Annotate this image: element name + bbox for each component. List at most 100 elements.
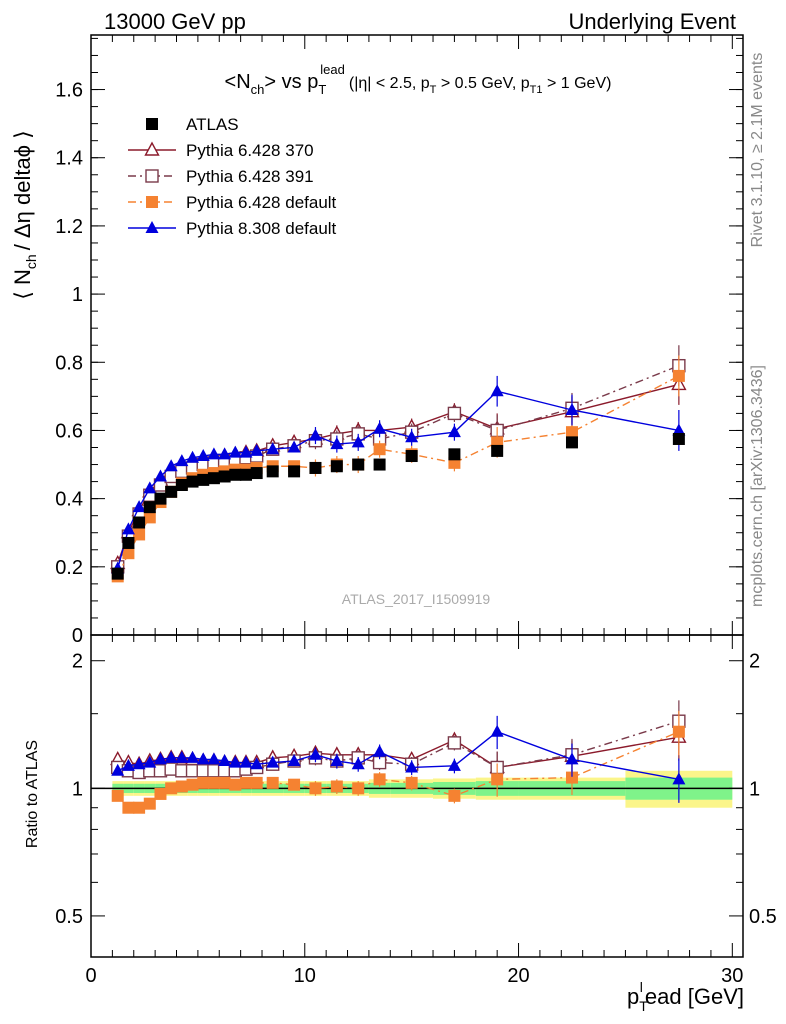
ratio-point bbox=[207, 776, 220, 789]
data-point bbox=[122, 547, 135, 560]
legend-entry: Pythia 6.428 370 bbox=[128, 141, 314, 160]
ratio-series-3 bbox=[111, 715, 686, 803]
ratio-point bbox=[186, 778, 199, 791]
x-tick-label: 0 bbox=[85, 965, 96, 987]
data-point bbox=[373, 458, 386, 471]
ratio-point bbox=[352, 782, 365, 795]
data-point bbox=[447, 406, 462, 421]
ratio-point bbox=[121, 758, 135, 771]
data-point bbox=[405, 450, 418, 463]
legend: ATLAS Pythia 6.428 370 Pythia 6.428 391 Pyt… bbox=[128, 115, 337, 238]
ratio-point bbox=[218, 776, 231, 789]
data-point bbox=[132, 500, 146, 513]
x-tick-label: 30 bbox=[721, 965, 743, 987]
legend-marker bbox=[145, 169, 159, 183]
ratio-point bbox=[565, 771, 578, 784]
legend-label: ATLAS bbox=[186, 115, 239, 134]
ratio-point bbox=[672, 725, 685, 738]
data-point bbox=[143, 481, 157, 494]
lower-panel-series bbox=[110, 700, 687, 814]
ratio-point bbox=[154, 787, 167, 800]
ratio-point bbox=[287, 754, 301, 767]
ratio-point bbox=[351, 757, 365, 770]
lower-y-tick-label: 2 bbox=[72, 651, 83, 673]
upper-y-tick-label: 0 bbox=[72, 625, 83, 647]
legend-marker bbox=[145, 221, 159, 233]
data-point bbox=[196, 449, 210, 462]
data-point bbox=[175, 479, 188, 491]
upper-panel-axes: 0 0.2 0.4 0.6 0.8 1 1.2 1.4 1.6 bbox=[55, 35, 743, 647]
data-point bbox=[207, 472, 220, 485]
ratio-point bbox=[239, 755, 253, 768]
ratio-point bbox=[288, 778, 301, 791]
ratio-point bbox=[330, 754, 344, 767]
series-2 bbox=[111, 345, 686, 574]
data-point bbox=[287, 440, 301, 453]
data-point bbox=[405, 430, 419, 443]
ratio-point bbox=[186, 750, 200, 763]
data-point bbox=[143, 501, 156, 514]
data-point bbox=[154, 492, 167, 505]
mcplots-label: mcplots.cern.ch [arXiv:1306.3436] bbox=[749, 365, 766, 607]
plot-title: <Nch> vs pTlead(|η| < 2.5, pT > 0.5 GeV,… bbox=[225, 62, 612, 97]
ratio-point bbox=[196, 752, 210, 765]
upper-y-axis-label: ⟨ Nch/ Δη deltaϕ ⟩ bbox=[10, 130, 39, 299]
data-point bbox=[218, 470, 231, 483]
data-point bbox=[373, 421, 387, 434]
ratio-point bbox=[143, 755, 157, 768]
ratio-point bbox=[228, 755, 242, 768]
data-point bbox=[491, 444, 504, 457]
upper-y-tick-label: 0.4 bbox=[55, 489, 83, 511]
data-point bbox=[218, 447, 232, 460]
ratio-point bbox=[490, 724, 504, 737]
data-point bbox=[373, 443, 386, 456]
ratio-point bbox=[250, 757, 264, 770]
data-point bbox=[351, 435, 365, 448]
series-4 bbox=[111, 375, 686, 574]
upper-y-tick-label: 1.6 bbox=[55, 80, 83, 102]
data-point bbox=[490, 384, 504, 397]
data-point bbox=[239, 468, 252, 481]
ratio-point bbox=[218, 754, 232, 767]
upper-y-tick-label: 1.4 bbox=[55, 148, 83, 170]
collision-label: 13000 GeV pp bbox=[104, 9, 246, 34]
ratio-point bbox=[175, 780, 188, 793]
data-point bbox=[448, 448, 461, 461]
lower-y-tick-label-right: 1 bbox=[749, 778, 760, 800]
data-point bbox=[228, 445, 242, 458]
data-point bbox=[121, 522, 135, 535]
legend-marker bbox=[146, 118, 158, 130]
data-point bbox=[133, 516, 146, 529]
x-axis-label: pTlead [GeV] bbox=[627, 979, 744, 1014]
data-point bbox=[565, 426, 578, 439]
ratio-point bbox=[405, 776, 418, 789]
upper-y-tick-label: 0.6 bbox=[55, 420, 83, 442]
upper-y-tick-label: 1.2 bbox=[55, 216, 83, 238]
ratio-point bbox=[229, 778, 242, 791]
x-tick-label: 10 bbox=[294, 965, 316, 987]
data-point bbox=[143, 511, 156, 524]
data-point bbox=[250, 443, 264, 456]
data-point bbox=[164, 459, 178, 472]
data-point bbox=[330, 437, 344, 450]
data-point bbox=[207, 447, 221, 460]
data-point bbox=[266, 465, 279, 478]
ratio-point bbox=[197, 776, 210, 789]
ratio-point bbox=[330, 780, 343, 793]
ratio-point bbox=[308, 747, 322, 760]
data-point bbox=[447, 425, 461, 438]
ratio-point bbox=[250, 776, 263, 789]
legend-marker bbox=[144, 141, 160, 156]
ratio-point bbox=[373, 744, 387, 757]
data-point bbox=[111, 567, 124, 580]
ratio-point bbox=[266, 776, 279, 789]
ratio-point bbox=[447, 736, 462, 750]
data-point bbox=[197, 473, 210, 486]
ratio-point bbox=[266, 755, 280, 768]
data-point bbox=[266, 442, 280, 455]
x-tick-label: 20 bbox=[507, 965, 529, 987]
data-point bbox=[672, 369, 685, 382]
data-point bbox=[330, 460, 343, 473]
